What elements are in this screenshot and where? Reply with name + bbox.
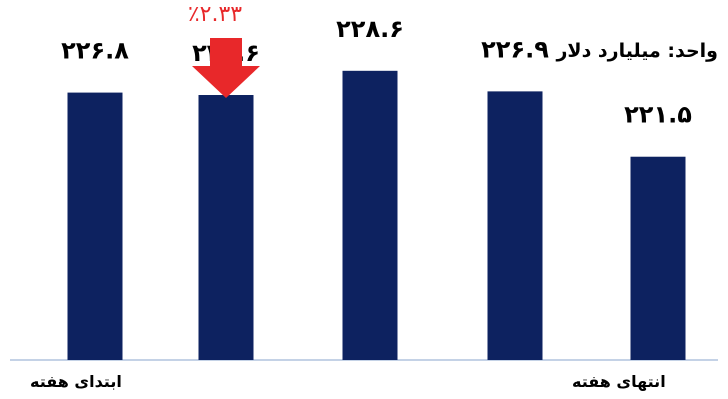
unit-label: واحد: میلیارد دلار: [556, 40, 718, 62]
value-label-1: ۲۲۶.۸: [61, 37, 129, 65]
value-label-5: ۲۲۱.۵: [624, 101, 692, 129]
bar-2: [198, 95, 254, 360]
week-start-label: ابتدای هفته: [30, 372, 122, 391]
bar-5: [630, 156, 686, 360]
bar-4: [487, 91, 543, 360]
bar-1: [67, 92, 123, 360]
bar-3: [342, 70, 398, 360]
change-annotation: ٪۲.۳۳: [187, 2, 243, 27]
down-arrow-icon: [192, 38, 260, 98]
value-label-3: ۲۲۸.۶: [336, 15, 404, 43]
week-end-label: انتهای هفته: [572, 372, 666, 391]
value-label-4: ۲۲۶.۹: [481, 35, 549, 63]
